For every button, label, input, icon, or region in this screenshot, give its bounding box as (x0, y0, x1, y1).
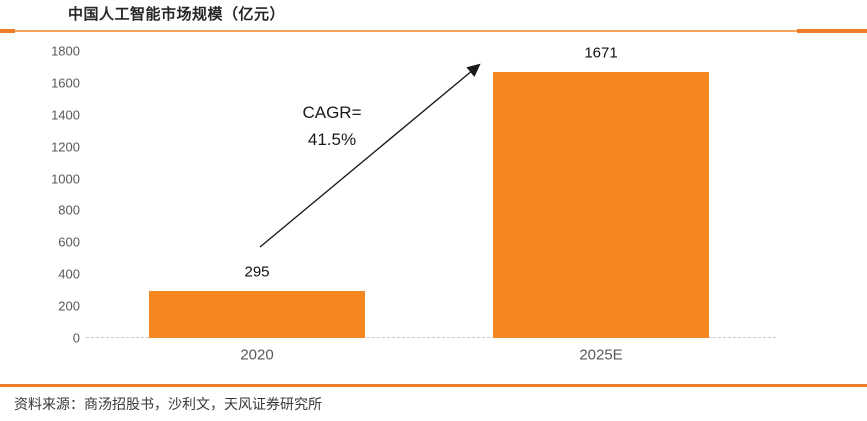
y-axis-tick-label: 1800 (51, 43, 80, 59)
x-axis-category-label: 2025E (579, 346, 623, 364)
x-axis-category-label: 2020 (240, 346, 274, 364)
chart-title: 中国人工智能市场规模（亿元） (68, 6, 286, 23)
bar-2025E (493, 71, 709, 338)
title-divider-right-cap (797, 29, 867, 33)
y-axis-tick-label: 600 (58, 234, 80, 250)
y-axis-tick-label: 1200 (51, 139, 80, 155)
data-label-2025E: 1671 (584, 44, 618, 62)
plot-area: 1800 1600 1400 1200 1000 800 600 400 200 0 295 202… (0, 36, 867, 376)
cagr-annotation: CAGR= 41.5% (296, 99, 368, 153)
source-note: 资料来源：商汤招股书，沙利文，天风证券研究所 (14, 396, 322, 412)
footer-divider-line (0, 384, 867, 387)
y-axis-tick-label: 200 (58, 298, 80, 314)
cagr-annotation-line1: CAGR= (302, 103, 362, 122)
title-divider-left-cap (0, 29, 15, 33)
cagr-annotation-line2: 41.5% (307, 130, 357, 149)
title-divider-line (0, 30, 867, 32)
y-axis-tick-label: 0 (72, 330, 80, 346)
data-label-2020: 295 (244, 263, 270, 281)
y-axis-tick-label: 1600 (51, 75, 80, 91)
y-axis-tick-label: 800 (58, 202, 80, 218)
y-axis-tick-label: 1400 (51, 107, 80, 123)
y-axis-tick-label: 400 (58, 266, 80, 282)
x-axis-line (86, 337, 776, 338)
y-axis-tick-label: 1000 (51, 171, 80, 187)
bar-2020 (149, 290, 365, 338)
